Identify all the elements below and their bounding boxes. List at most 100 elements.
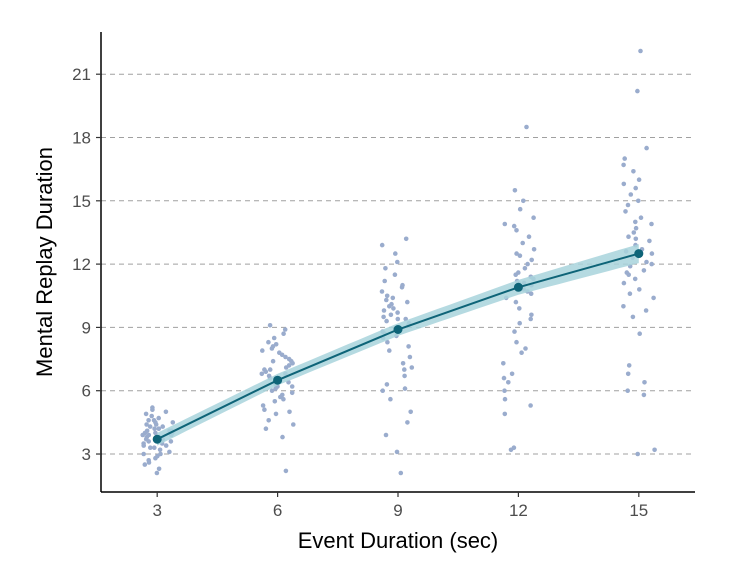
data-point bbox=[625, 371, 631, 377]
confidence-ribbon bbox=[157, 244, 639, 446]
data-point bbox=[529, 312, 534, 318]
data-point bbox=[501, 375, 507, 381]
data-point bbox=[154, 470, 160, 476]
data-point bbox=[167, 449, 172, 455]
data-point bbox=[635, 451, 640, 457]
data-point bbox=[641, 268, 647, 273]
data-point bbox=[531, 215, 536, 220]
data-point bbox=[644, 145, 649, 151]
data-point bbox=[625, 388, 630, 394]
mean-markers bbox=[152, 249, 644, 444]
data-point bbox=[384, 293, 390, 299]
data-point bbox=[638, 215, 644, 220]
data-point bbox=[291, 422, 296, 427]
data-point bbox=[267, 323, 273, 328]
data-point bbox=[402, 373, 407, 379]
data-point bbox=[394, 449, 400, 455]
data-point bbox=[289, 390, 295, 396]
data-point bbox=[273, 411, 279, 417]
data-point bbox=[150, 405, 155, 410]
data-point bbox=[514, 339, 519, 345]
data-point bbox=[626, 234, 631, 239]
data-point bbox=[142, 462, 148, 467]
data-point bbox=[408, 409, 414, 415]
data-point bbox=[151, 418, 157, 423]
data-point bbox=[638, 48, 643, 54]
data-point bbox=[621, 280, 627, 286]
data-point bbox=[390, 295, 396, 301]
data-point bbox=[506, 380, 511, 385]
data-point bbox=[156, 426, 162, 432]
data-point bbox=[163, 409, 169, 415]
data-point bbox=[630, 314, 636, 320]
data-point bbox=[406, 344, 411, 349]
y-tick-label: 3 bbox=[82, 445, 91, 464]
data-point bbox=[286, 363, 292, 368]
data-point bbox=[383, 266, 388, 271]
data-point bbox=[649, 251, 655, 256]
data-point bbox=[395, 259, 400, 265]
data-point bbox=[170, 420, 176, 425]
data-point bbox=[272, 399, 278, 404]
data-point bbox=[141, 451, 146, 457]
data-point bbox=[389, 301, 394, 307]
data-point bbox=[523, 346, 528, 351]
data-point bbox=[379, 289, 385, 294]
data-point bbox=[391, 306, 396, 311]
data-point bbox=[502, 411, 508, 417]
data-point bbox=[146, 418, 151, 423]
mean-point bbox=[273, 375, 283, 385]
x-tick-label: 6 bbox=[273, 501, 282, 520]
data-point bbox=[152, 445, 157, 451]
y-axis-title: Mental Replay Duration bbox=[32, 147, 57, 377]
data-point bbox=[266, 339, 271, 345]
data-point bbox=[144, 428, 150, 434]
data-point bbox=[278, 394, 283, 400]
data-point bbox=[262, 367, 267, 372]
data-point bbox=[381, 314, 386, 320]
data-point bbox=[637, 287, 642, 292]
data-point bbox=[143, 411, 149, 417]
data-point bbox=[651, 295, 656, 301]
data-point bbox=[273, 342, 279, 347]
data-point bbox=[385, 339, 390, 345]
data-point bbox=[269, 388, 275, 394]
data-point bbox=[528, 403, 533, 408]
data-point bbox=[281, 331, 286, 337]
data-point bbox=[502, 221, 508, 227]
data-point bbox=[628, 192, 634, 197]
data-point bbox=[643, 308, 649, 313]
data-point bbox=[625, 202, 631, 208]
data-point bbox=[621, 181, 627, 187]
y-ticks: 3 6 9 12 15 18 21 bbox=[72, 65, 101, 464]
data-point bbox=[509, 371, 515, 377]
data-point bbox=[644, 259, 649, 265]
data-point bbox=[647, 238, 652, 244]
data-point bbox=[627, 291, 633, 297]
data-point bbox=[405, 420, 410, 425]
data-point bbox=[283, 354, 288, 360]
data-point bbox=[512, 329, 517, 334]
y-tick-label: 12 bbox=[72, 255, 91, 274]
mean-point bbox=[393, 325, 403, 334]
data-point bbox=[400, 282, 405, 288]
data-point bbox=[395, 310, 400, 315]
x-tick-label: 12 bbox=[509, 501, 528, 520]
data-point bbox=[520, 240, 525, 246]
data-point bbox=[501, 361, 506, 366]
data-point bbox=[649, 221, 654, 227]
data-point bbox=[529, 257, 534, 263]
data-point bbox=[398, 470, 404, 476]
data-point bbox=[631, 169, 636, 174]
data-point bbox=[405, 299, 410, 305]
data-point bbox=[156, 466, 162, 472]
data-point bbox=[287, 409, 292, 415]
data-point bbox=[649, 261, 654, 267]
data-point bbox=[266, 418, 272, 423]
data-point bbox=[635, 88, 640, 94]
data-point bbox=[270, 358, 276, 364]
data-point bbox=[289, 384, 295, 389]
data-point bbox=[384, 297, 389, 303]
data-point bbox=[286, 356, 292, 362]
